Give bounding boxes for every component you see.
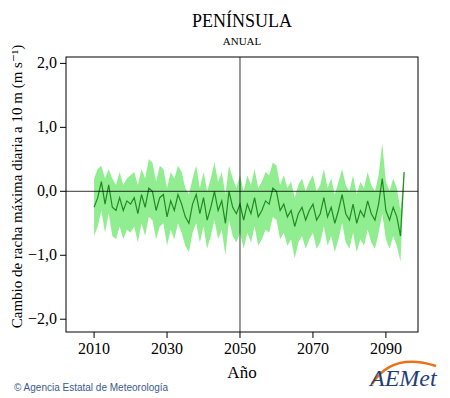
y-tick [60, 127, 66, 128]
y-tick [60, 63, 66, 64]
y-tick-label: −1,0 [28, 246, 57, 263]
logo-text: AEMet [368, 365, 438, 391]
y-tick-label: 2,0 [37, 54, 57, 71]
x-axis-label: Año [227, 363, 256, 382]
page: {"chart_data": { "type": "line", "title"… [0, 0, 450, 398]
x-tick-label: 2090 [370, 340, 402, 357]
x-tick-label: 2030 [151, 340, 183, 357]
y-tick-label: 0,0 [37, 182, 57, 199]
x-tick [167, 332, 168, 338]
subtitle: ANUAL [223, 35, 262, 47]
range-band [94, 143, 404, 261]
x-tick-label: 2050 [224, 340, 256, 357]
y-axis-label: Cambio de racha máxima diaria a 10 m (m … [9, 45, 26, 329]
reference-hline [66, 191, 418, 192]
x-tick [312, 332, 313, 338]
x-tick-label: 2010 [78, 340, 110, 357]
y-tick [60, 319, 66, 320]
y-tick-label: 1,0 [37, 118, 57, 135]
mean-line [94, 172, 404, 236]
x-tick [385, 332, 386, 338]
chart: −2,0 −1,0 0,0 1,0 2,0 2010 2030 2050 2070 2090 PEN… [0, 0, 450, 398]
reference-vline [239, 57, 240, 332]
x-tick-label: 2070 [297, 340, 329, 357]
y-tick [60, 191, 66, 192]
logo: AEMet [368, 362, 438, 391]
title: PENÍNSULA [192, 10, 292, 31]
data-group [66, 57, 418, 332]
plot-frame [66, 57, 418, 332]
x-tick [239, 332, 240, 338]
y-tick-label: −2,0 [28, 310, 57, 327]
y-tick [60, 255, 66, 256]
x-tick [94, 332, 95, 338]
source: © Agencia Estatal de Meteorología [14, 382, 169, 393]
